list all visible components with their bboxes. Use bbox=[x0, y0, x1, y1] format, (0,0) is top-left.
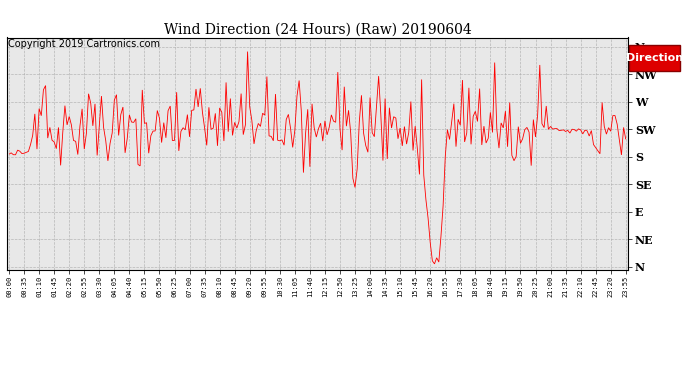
Text: Direction: Direction bbox=[626, 53, 683, 63]
Text: Copyright 2019 Cartronics.com: Copyright 2019 Cartronics.com bbox=[8, 39, 160, 49]
Title: Wind Direction (24 Hours) (Raw) 20190604: Wind Direction (24 Hours) (Raw) 20190604 bbox=[164, 22, 471, 36]
